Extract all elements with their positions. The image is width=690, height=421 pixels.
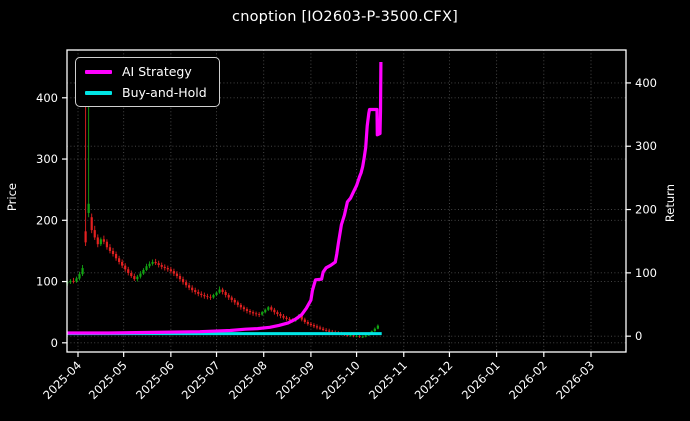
x-tick-label: 2026-03 bbox=[553, 358, 597, 402]
line-ai-strategy bbox=[67, 61, 383, 335]
x-tick-label: 2026-02 bbox=[506, 358, 550, 402]
candles-layer bbox=[66, 100, 379, 338]
x-tick-label: 2025-08 bbox=[226, 358, 270, 402]
price-tick-label: 400 bbox=[36, 91, 58, 105]
legend-item-buy-and-hold: Buy-and-Hold bbox=[85, 85, 207, 100]
return-tick-label: 200 bbox=[635, 203, 657, 217]
x-tick-label: 2025-12 bbox=[412, 358, 456, 402]
legend: AI Strategy Buy-and-Hold bbox=[75, 57, 220, 107]
x-tick-label: 2025-09 bbox=[273, 358, 317, 402]
return-tick-label: 100 bbox=[635, 266, 657, 280]
price-tick-label: 0 bbox=[51, 336, 58, 350]
axes-layer bbox=[66, 49, 627, 353]
legend-label-ai-strategy: AI Strategy bbox=[122, 64, 192, 79]
x-tick-label: 2026-01 bbox=[459, 358, 503, 402]
x-tick-label: 2025-11 bbox=[366, 358, 410, 402]
price-axis-label: Price bbox=[5, 183, 19, 212]
price-tick-label: 100 bbox=[36, 275, 58, 289]
return-tick-label: 0 bbox=[635, 329, 642, 343]
x-tick-label: 2025-05 bbox=[86, 358, 130, 402]
x-tick-label: 2025-06 bbox=[133, 358, 177, 402]
x-tick-label: 2025-04 bbox=[40, 358, 84, 402]
buy-and-hold-line-swatch bbox=[85, 90, 112, 95]
x-tick-label: 2025-07 bbox=[179, 358, 223, 402]
price-tick-label: 200 bbox=[36, 213, 58, 227]
return-tick-label: 400 bbox=[635, 76, 657, 90]
series-layer bbox=[67, 61, 383, 336]
ai-strategy-line-swatch bbox=[85, 69, 112, 74]
price-tick-label: 300 bbox=[36, 152, 58, 166]
x-tick-label: 2025-10 bbox=[319, 358, 363, 402]
legend-item-ai-strategy: AI Strategy bbox=[85, 64, 207, 79]
return-axis-label: Return bbox=[663, 184, 677, 223]
tick-layer: 0 100 200 300 400 0 100 200 300 400 2025-04 2025-05… bbox=[36, 76, 657, 402]
chart-title: cnoption [IO2603-P-3500.CFX] bbox=[232, 9, 458, 25]
return-tick-label: 300 bbox=[635, 139, 657, 153]
legend-label-buy-and-hold: Buy-and-Hold bbox=[122, 85, 207, 100]
